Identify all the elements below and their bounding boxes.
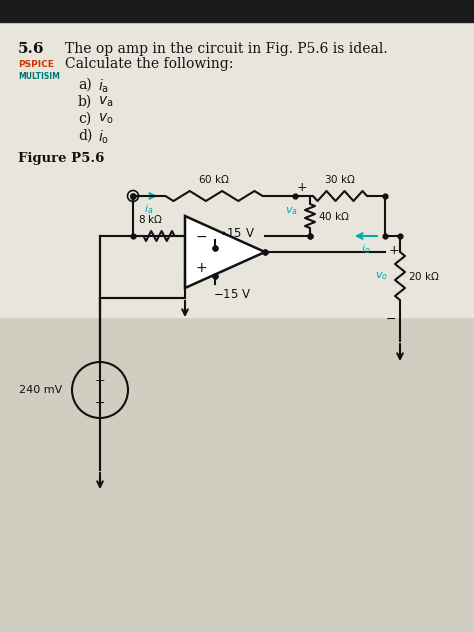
Bar xyxy=(0,22,474,317)
Bar xyxy=(0,0,474,22)
Text: 8 k$\Omega$: 8 k$\Omega$ xyxy=(138,213,164,225)
Text: $v_{\rm o}$: $v_{\rm o}$ xyxy=(98,112,114,126)
Text: b): b) xyxy=(78,95,92,109)
Text: 60 k$\Omega$: 60 k$\Omega$ xyxy=(198,173,230,185)
Text: $v_o$: $v_o$ xyxy=(375,270,388,282)
Text: 5.6: 5.6 xyxy=(18,42,45,56)
Text: $\bullet$15 V: $\bullet$15 V xyxy=(219,227,255,240)
Text: 30 k$\Omega$: 30 k$\Omega$ xyxy=(324,173,356,185)
Text: $-$15 V: $-$15 V xyxy=(213,288,252,301)
Text: 240 mV: 240 mV xyxy=(19,385,62,395)
Text: MULTISIM: MULTISIM xyxy=(18,72,60,81)
Text: 40 k$\Omega$: 40 k$\Omega$ xyxy=(318,210,350,222)
Text: c): c) xyxy=(78,112,91,126)
Text: PSPICE: PSPICE xyxy=(18,60,54,69)
Text: a): a) xyxy=(78,78,92,92)
Text: $i_o$: $i_o$ xyxy=(361,242,371,256)
Text: $-$: $-$ xyxy=(195,229,207,243)
Text: $\oplus$: $\oplus$ xyxy=(128,190,137,202)
Text: +: + xyxy=(297,181,308,194)
Text: $i_{\rm o}$: $i_{\rm o}$ xyxy=(98,129,109,147)
Polygon shape xyxy=(185,216,265,288)
Text: $i_a$: $i_a$ xyxy=(145,202,154,216)
Text: +: + xyxy=(95,374,105,387)
Text: $+$: $+$ xyxy=(195,261,207,275)
Text: $i_{\rm a}$: $i_{\rm a}$ xyxy=(98,78,109,95)
Text: $-$: $-$ xyxy=(94,396,106,408)
Text: +: + xyxy=(389,244,400,257)
Text: $-$: $-$ xyxy=(385,312,396,325)
Text: $v_{\rm a}$: $v_{\rm a}$ xyxy=(98,95,113,109)
Text: d): d) xyxy=(78,129,92,143)
Text: The op amp in the circuit in Fig. P5.6 is ideal.: The op amp in the circuit in Fig. P5.6 i… xyxy=(65,42,388,56)
Text: $v_a$: $v_a$ xyxy=(285,205,298,217)
Text: Calculate the following:: Calculate the following: xyxy=(65,57,233,71)
Text: Figure P5.6: Figure P5.6 xyxy=(18,152,104,165)
Text: 20 k$\Omega$: 20 k$\Omega$ xyxy=(408,270,440,282)
